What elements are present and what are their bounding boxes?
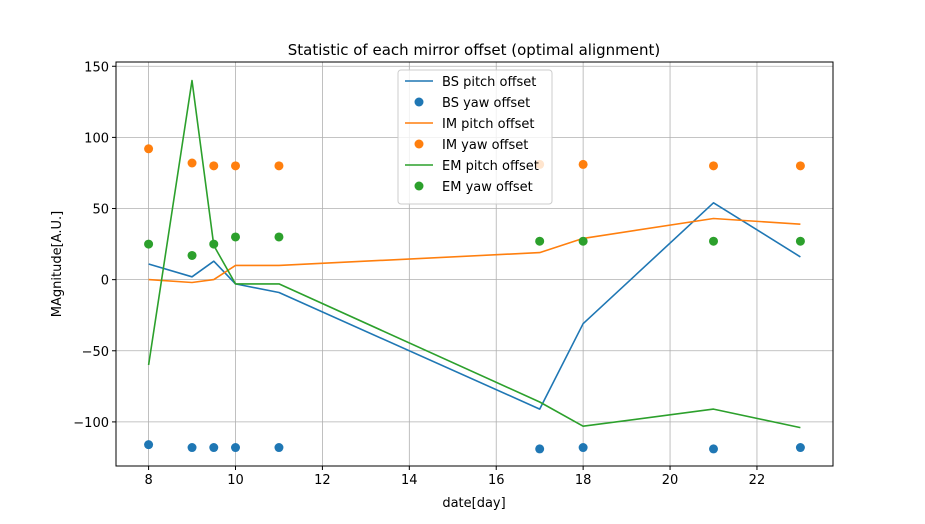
im-yaw-offset-legend-swatch [414, 139, 424, 149]
bs-yaw-offset-point [274, 443, 284, 453]
im-yaw-offset-point [578, 159, 588, 169]
em-pitch-offset-line [147, 79, 801, 429]
bs-yaw-offset-point [144, 440, 154, 450]
em-yaw-offset-point [795, 236, 805, 246]
em-yaw-offset-point [209, 239, 219, 249]
bs-pitch-offset-legend-label: BS pitch offset [442, 75, 536, 90]
em-yaw-offset-point [274, 232, 284, 242]
im-yaw-offset-point [709, 161, 718, 171]
im-yaw-offset-point [795, 161, 805, 171]
im-yaw-offset-point [231, 161, 240, 171]
em-yaw-offset-legend-label: EM yaw offset [442, 180, 533, 195]
em-pitch-offset-legend-label: EM pitch offset [442, 159, 539, 174]
bs-pitch-offset-line [148, 202, 801, 410]
em-yaw-offset-point [535, 236, 545, 246]
y-tick-label: −50 [82, 345, 109, 360]
x-tick-label: 22 [749, 473, 766, 488]
x-tick-label: 18 [575, 473, 592, 488]
bs-yaw-offset-legend-swatch [414, 97, 424, 107]
y-tick-label: 0 [101, 274, 109, 289]
bs-yaw-offset-legend-label: BS yaw offset [442, 96, 530, 111]
em-yaw-offset-point [709, 236, 718, 246]
em-yaw-offset-point [187, 250, 197, 260]
x-tick-label: 14 [401, 473, 418, 488]
im-pitch-offset-line [148, 217, 801, 284]
im-pitch-offset-legend-label: IM pitch offset [442, 117, 534, 132]
chart-title: Statistic of each mirror offset (optimal… [288, 41, 661, 59]
bs-yaw-offset-point [231, 443, 240, 453]
im-yaw-offset-point [274, 161, 284, 171]
x-tick-label: 20 [662, 473, 679, 488]
bs-yaw-offset-point [795, 443, 805, 453]
ticks: 8 10 12 14 16 18 20 22 −100 −50 0 50 100 150 [73, 60, 765, 488]
y-tick-label: 100 [84, 131, 109, 146]
bs-yaw-offset-point [209, 443, 219, 453]
em-yaw-offset-point [231, 232, 240, 242]
x-axis-label: date[day] [442, 496, 505, 511]
y-tick-label: 50 [92, 203, 109, 218]
im-yaw-offset-point [187, 158, 197, 168]
bs-yaw-offset-point [709, 444, 718, 454]
y-tick-label: 150 [84, 60, 109, 75]
em-yaw-offset-point [144, 239, 154, 249]
bs-yaw-offset-point [187, 443, 197, 453]
y-axis-label: MAgnitude[A.U.] [50, 211, 65, 317]
x-tick-label: 8 [144, 473, 152, 488]
legend-box [397, 69, 553, 205]
im-yaw-offset-point [209, 161, 219, 171]
bs-yaw-offset-point [578, 443, 588, 453]
legend: BS pitch offset BS yaw offset IM pitch off… [397, 69, 553, 205]
series [144, 79, 805, 454]
x-tick-label: 12 [314, 473, 331, 488]
em-yaw-offset-point [578, 236, 588, 246]
im-yaw-offset-point [144, 144, 154, 154]
em-yaw-offset-legend-swatch [414, 181, 424, 191]
plot-frame [115, 61, 834, 467]
y-tick-label: −100 [73, 416, 109, 431]
bs-yaw-offset-point [535, 444, 545, 454]
im-yaw-offset-legend-label: IM yaw offset [442, 138, 528, 153]
x-tick-label: 10 [227, 473, 244, 488]
x-tick-label: 16 [488, 473, 505, 488]
